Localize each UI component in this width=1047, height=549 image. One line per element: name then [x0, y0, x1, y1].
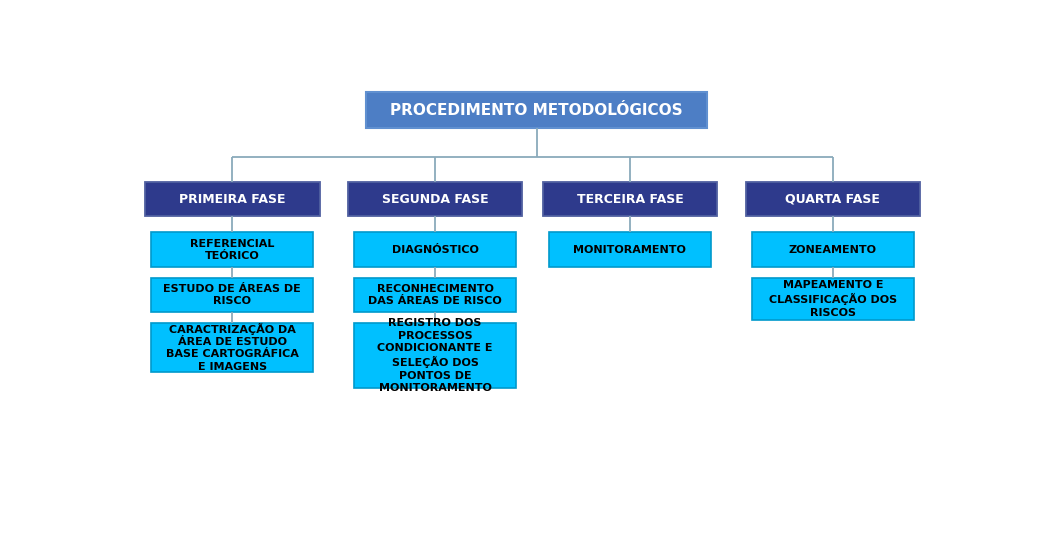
Text: SEGUNDA FASE: SEGUNDA FASE [382, 193, 489, 205]
FancyBboxPatch shape [354, 278, 516, 312]
FancyBboxPatch shape [348, 182, 522, 216]
Text: ZONEAMENTO: ZONEAMENTO [788, 245, 876, 255]
Text: DIAGNÓSTICO: DIAGNÓSTICO [392, 245, 478, 255]
Text: REGISTRO DOS
PROCESSOS
CONDICIONANTE E
SELEÇÃO DOS
PONTOS DE
MONITORAMENTO: REGISTRO DOS PROCESSOS CONDICIONANTE E S… [377, 318, 493, 393]
FancyBboxPatch shape [752, 278, 914, 320]
Text: ESTUDO DE ÁREAS DE
RISCO: ESTUDO DE ÁREAS DE RISCO [163, 284, 302, 306]
FancyBboxPatch shape [146, 182, 319, 216]
FancyBboxPatch shape [752, 232, 914, 267]
Text: CARACTRIZAÇÃO DA
ÁREA DE ESTUDO
BASE CARTOGRÁFICA
E IMAGENS: CARACTRIZAÇÃO DA ÁREA DE ESTUDO BASE CAR… [165, 323, 298, 372]
FancyBboxPatch shape [354, 232, 516, 267]
FancyBboxPatch shape [745, 182, 920, 216]
Text: REFERENCIAL
TEÓRICO: REFERENCIAL TEÓRICO [191, 239, 274, 261]
Text: MAPEAMENTO E
CLASSIFICAÇÃO DOS
RISCOS: MAPEAMENTO E CLASSIFICAÇÃO DOS RISCOS [768, 280, 897, 317]
Text: PROCEDIMENTO METODOLÓGICOS: PROCEDIMENTO METODOLÓGICOS [391, 103, 683, 118]
Text: QUARTA FASE: QUARTA FASE [785, 193, 881, 205]
FancyBboxPatch shape [151, 323, 313, 372]
FancyBboxPatch shape [366, 92, 707, 128]
Text: PRIMEIRA FASE: PRIMEIRA FASE [179, 193, 286, 205]
FancyBboxPatch shape [549, 232, 711, 267]
Text: RECONHECIMENTO
DAS ÁREAS DE RISCO: RECONHECIMENTO DAS ÁREAS DE RISCO [369, 284, 502, 306]
FancyBboxPatch shape [151, 278, 313, 312]
FancyBboxPatch shape [354, 323, 516, 389]
Text: MONITORAMENTO: MONITORAMENTO [574, 245, 687, 255]
FancyBboxPatch shape [542, 182, 717, 216]
FancyBboxPatch shape [151, 232, 313, 267]
Text: TERCEIRA FASE: TERCEIRA FASE [577, 193, 684, 205]
